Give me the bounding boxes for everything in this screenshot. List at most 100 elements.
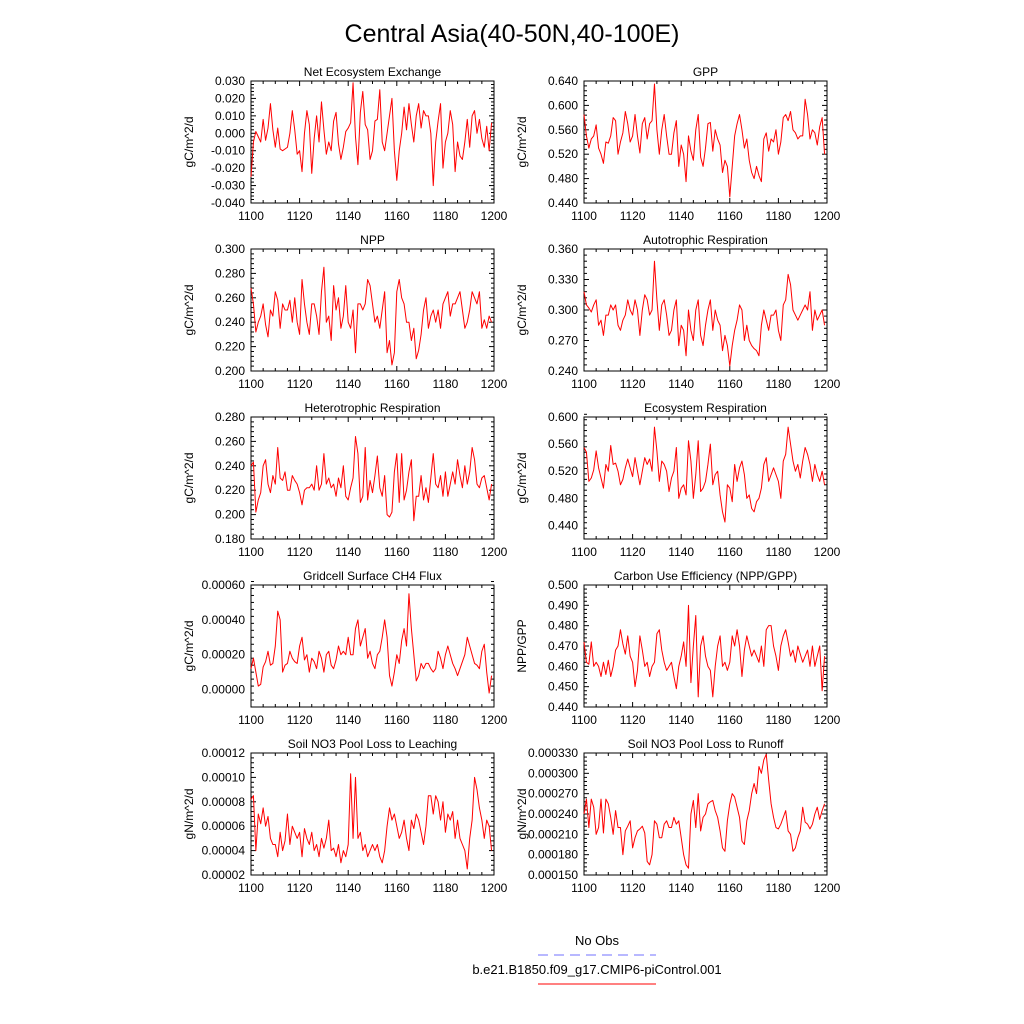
x-tick-label: 1100 [571, 209, 597, 223]
figure-title: Central Asia(40-50N,40-100E) [345, 20, 680, 48]
x-tick-label: 1100 [571, 881, 597, 895]
chart-panel-1: Net Ecosystem Exchange gC/m^2/d 1100 1120 11… [182, 65, 508, 223]
x-tick-label: 1200 [481, 209, 508, 223]
y-tick-label: 0.300 [548, 303, 578, 317]
x-tick-label: 1160 [717, 209, 743, 223]
series-line [583, 260, 826, 367]
y-axis-label: NPP/GPP [515, 619, 529, 672]
y-tick-label: 0.00020 [202, 648, 246, 662]
y-axis-label: gC/m^2/d [182, 117, 196, 168]
x-tick-label: 1180 [765, 713, 791, 727]
y-tick-label: 0.00004 [202, 844, 246, 858]
chart-title: Ecosystem Respiration [644, 401, 767, 415]
series-line [250, 436, 493, 522]
y-tick-label: 0.440 [548, 700, 578, 714]
x-tick-label: 1100 [238, 377, 264, 391]
legend-obs-label: No Obs [575, 933, 620, 948]
y-tick-label: 0.490 [548, 598, 578, 612]
y-tick-label: 0.300 [215, 242, 245, 256]
y-tick-label: 0.200 [215, 364, 245, 378]
y-tick-label: 0.500 [548, 578, 578, 592]
x-tick-label: 1100 [571, 377, 597, 391]
x-tick-label: 1180 [765, 545, 791, 559]
series-line [250, 773, 493, 870]
y-axis-label: gC/m^2/d [182, 453, 196, 504]
chart-panel-2: GPP gC/m^2/d 1100 1120 1140 1160 1180 1200 0.440… [515, 65, 841, 223]
series-line [583, 604, 826, 698]
x-tick-label: 1180 [432, 377, 458, 391]
x-tick-label: 1200 [814, 881, 841, 895]
x-tick-label: 1100 [571, 545, 597, 559]
x-tick-label: 1200 [814, 377, 841, 391]
chart-title: NPP [360, 233, 385, 247]
y-tick-label: 0.000270 [528, 787, 578, 801]
x-tick-label: 1160 [384, 377, 410, 391]
x-tick-label: 1200 [481, 881, 508, 895]
series-line [250, 82, 493, 187]
x-tick-label: 1120 [620, 209, 646, 223]
y-tick-label: 0.280 [215, 410, 245, 424]
y-tick-label: 0.560 [548, 123, 578, 137]
x-tick-label: 1100 [238, 545, 264, 559]
y-tick-label: 0.450 [548, 680, 578, 694]
y-tick-label: 0.240 [215, 315, 245, 329]
chart-title: Heterotrophic Respiration [304, 401, 440, 415]
y-tick-label: 0.000 [215, 126, 245, 140]
y-axis-label: gC/m^2/d [182, 621, 196, 672]
y-tick-label: 0.000240 [528, 807, 578, 821]
y-tick-label: 0.520 [548, 464, 578, 478]
x-tick-label: 1140 [668, 713, 694, 727]
x-tick-label: 1180 [765, 881, 791, 895]
y-axis-label: gN/m^2/d [182, 789, 196, 840]
y-tick-label: 0.440 [548, 518, 578, 532]
y-tick-label: 0.480 [548, 619, 578, 633]
y-tick-label: 0.00006 [202, 819, 246, 833]
y-tick-label: 0.460 [548, 659, 578, 673]
x-tick-label: 1120 [620, 713, 646, 727]
y-tick-label: 0.00040 [202, 613, 246, 627]
x-tick-label: 1160 [717, 545, 743, 559]
chart-title: Gridcell Surface CH4 Flux [303, 569, 442, 583]
x-tick-label: 1140 [335, 209, 361, 223]
chart-panel-4: Autotrophic Respiration gC/m^2/d 1100 1120 1… [515, 233, 841, 391]
x-tick-label: 1200 [481, 377, 508, 391]
chart-panel-10: Soil NO3 Pool Loss to Runoff gN/m^2/d 1100… [515, 737, 841, 895]
y-tick-label: 0.240 [548, 364, 578, 378]
y-tick-label: 0.440 [548, 196, 578, 210]
y-tick-label: 0.000300 [528, 766, 578, 780]
y-tick-label: 0.280 [215, 266, 245, 280]
y-axis-label: gC/m^2/d [182, 285, 196, 336]
y-tick-label: 0.020 [215, 91, 245, 105]
y-tick-label: -0.020 [211, 161, 245, 175]
x-tick-label: 1140 [335, 881, 361, 895]
y-tick-label: 0.200 [215, 508, 245, 522]
y-tick-label: 0.000180 [528, 848, 578, 862]
x-tick-label: 1140 [668, 881, 694, 895]
x-tick-label: 1140 [668, 377, 694, 391]
y-axis-label: gC/m^2/d [515, 285, 529, 336]
y-tick-label: 0.220 [215, 483, 245, 497]
y-axis-label: gC/m^2/d [515, 453, 529, 504]
x-tick-label: 1160 [717, 377, 743, 391]
y-tick-label: 0.330 [548, 273, 578, 287]
x-tick-label: 1120 [620, 377, 646, 391]
x-tick-label: 1180 [765, 209, 791, 223]
y-tick-label: 0.360 [548, 242, 578, 256]
x-tick-label: 1120 [287, 713, 313, 727]
y-tick-label: 0.220 [215, 340, 245, 354]
y-tick-label: 0.180 [215, 532, 245, 546]
x-tick-label: 1100 [238, 713, 264, 727]
x-tick-label: 1120 [287, 377, 313, 391]
y-axis-label: gC/m^2/d [515, 117, 529, 168]
y-tick-label: 0.00002 [202, 868, 246, 882]
x-tick-label: 1200 [814, 713, 841, 727]
chart-panel-5: Heterotrophic Respiration gC/m^2/d 1100 112… [182, 401, 508, 559]
x-tick-label: 1100 [571, 713, 597, 727]
x-tick-label: 1160 [384, 881, 410, 895]
x-tick-label: 1200 [481, 713, 508, 727]
y-tick-label: 0.010 [215, 109, 245, 123]
y-tick-label: 0.260 [215, 434, 245, 448]
y-tick-label: 0.000150 [528, 868, 578, 882]
plot-frame [583, 248, 828, 372]
y-tick-label: 0.00060 [202, 578, 246, 592]
